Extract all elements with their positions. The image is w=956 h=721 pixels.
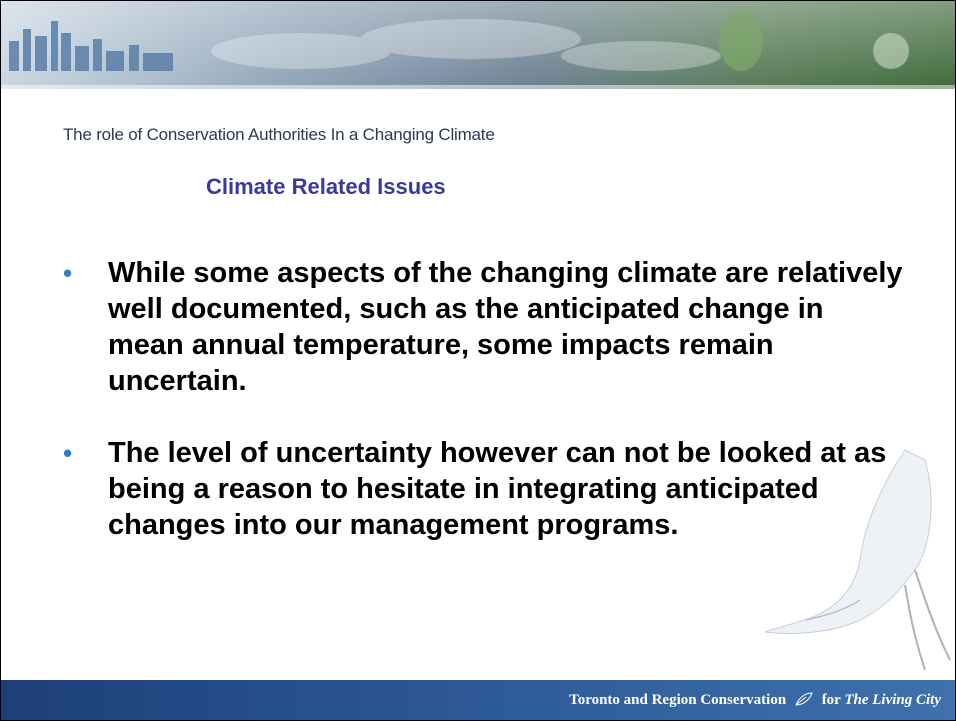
- heron-illustration: [765, 440, 955, 680]
- leaf-logo: [794, 691, 814, 707]
- header-banner: [1, 1, 955, 89]
- bullet-text: While some aspects of the changing clima…: [108, 257, 903, 397]
- footer-bar: Toronto and Region Conservation for The …: [1, 680, 955, 720]
- footer-text: Toronto and Region Conservation for The …: [569, 691, 941, 709]
- tagline-lead: for: [822, 692, 841, 708]
- tagline: The Living City: [844, 692, 941, 708]
- organization-name: Toronto and Region Conservation: [569, 692, 786, 708]
- bullet-marker: •: [63, 435, 72, 471]
- bullet-marker: •: [63, 255, 72, 291]
- subtitle: The role of Conservation Authorities In …: [63, 125, 495, 145]
- slide: The role of Conservation Authorities In …: [0, 0, 956, 721]
- bullet-item: • While some aspects of the changing clim…: [63, 255, 903, 399]
- slide-title: Climate Related Issues: [206, 174, 446, 200]
